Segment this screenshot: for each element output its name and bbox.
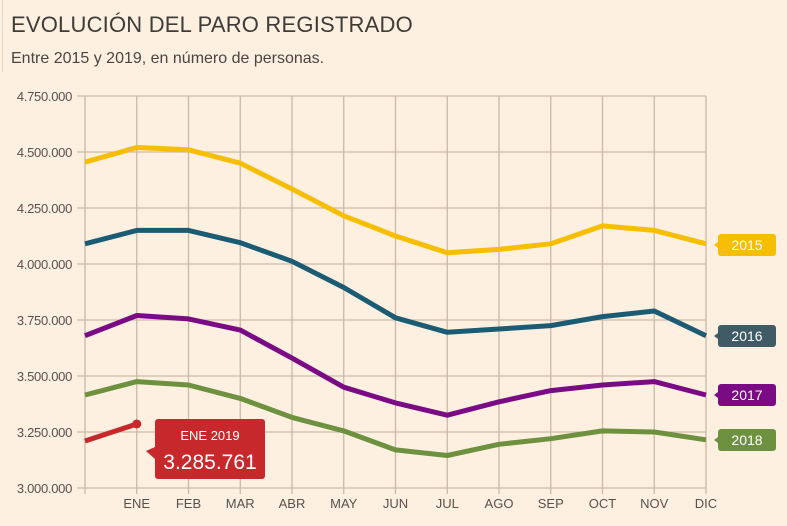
x-tick-label: FEB [176,496,201,511]
x-tick-label: MAR [226,496,255,511]
series-label-box [718,325,776,347]
series-line-2016 [84,227,708,338]
series-marker-2019 [132,419,142,429]
x-axis: ENE FEB MAR ABR MAY JUN JUL AGO SEP OCT NOV DIC [123,496,717,511]
callout-title: ENE 2019 [180,428,239,443]
series-label-2016: 2016 [714,325,776,347]
chart-title: EVOLUCIÓN DEL PARO REGISTRADO [11,12,413,37]
series-label-box [718,234,776,256]
series-labels: 2015 2016 2017 2018 [714,234,776,451]
left-border-rule [2,0,3,72]
x-tick-label: JUN [383,496,408,511]
y-tick-label: 4.250.000 [17,201,72,216]
x-tick-label: JUL [436,496,459,511]
x-tick-label: ENE [123,496,150,511]
series-label-2018: 2018 [714,429,776,451]
chart-subtitle: Entre 2015 y 2019, en número de personas… [11,50,325,67]
x-tick-label: ABR [279,496,306,511]
y-tick-label: 4.000.000 [17,257,72,272]
callout-value: 3.285.761 [163,451,256,474]
series-label-pointer [714,333,718,339]
y-axis: 3.000.000 3.250.000 3.500.000 3.750.000 4.00… [17,89,73,496]
series-line-2018 [84,379,707,458]
series-label-pointer [714,392,718,398]
series-label-pointer [714,437,718,443]
series-line-2017 [84,313,707,418]
callout-pointer [146,447,155,459]
series-label-text: 2018 [731,432,762,448]
x-tick-label: MAY [330,496,358,511]
x-tick-label: NOV [640,496,669,511]
series-label-text: 2017 [731,387,762,403]
series-line-2015 [84,145,707,256]
y-tick-label: 3.250.000 [17,425,72,440]
series-lines [84,145,708,458]
series-label-box [718,384,776,406]
series-label-pointer [714,242,718,248]
y-tick-label: 3.750.000 [17,313,72,328]
series-label-2017: 2017 [714,384,776,406]
series-label-text: 2015 [731,237,762,253]
series-label-2015: 2015 [714,234,776,256]
y-tick-label: 3.000.000 [17,481,72,496]
series-line-2019 [84,421,138,444]
callout-ene-2019: ENE 2019 3.285.761 [146,419,265,479]
series-label-text: 2016 [731,328,762,344]
callout-box [155,419,265,479]
y-tick-label: 3.500.000 [17,369,72,384]
x-tick-label: AGO [485,496,514,511]
series-label-box [718,429,776,451]
x-tick-label: SEP [538,496,564,511]
x-tick-label: DIC [695,496,717,511]
y-tick-label: 4.500.000 [17,145,72,160]
y-tick-label: 4.750.000 [17,89,72,104]
x-tick-label: OCT [589,496,617,511]
